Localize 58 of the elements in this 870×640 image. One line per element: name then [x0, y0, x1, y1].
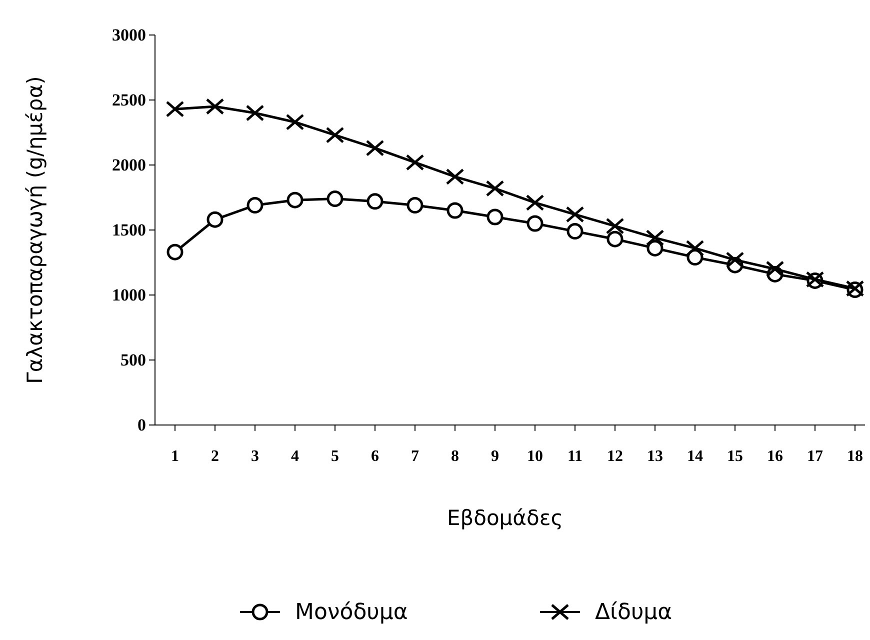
y-tick-label: 2000 [112, 155, 146, 174]
point [246, 104, 264, 122]
x-tick-label: 7 [411, 448, 419, 466]
x-tick-label: 3 [251, 448, 259, 466]
point [246, 197, 264, 214]
point [326, 126, 344, 144]
x-tick-label: 5 [331, 448, 339, 466]
point [206, 211, 224, 228]
point [606, 230, 624, 248]
y-tick-label: 3000 [112, 25, 146, 44]
y-tick-label: 0 [138, 415, 146, 434]
point [566, 206, 584, 223]
x-tick-label: 10 [527, 448, 543, 466]
y-tick-label: 500 [120, 350, 146, 370]
legend-label: Μονόδυμα [295, 600, 408, 625]
x-tick-label: 4 [291, 448, 299, 466]
y-tick-label: 1500 [112, 220, 146, 240]
x-tick-label: 6 [371, 448, 379, 466]
x-tick-label: 11 [567, 448, 583, 466]
point [726, 252, 744, 268]
point [766, 260, 784, 278]
x-tick-label: 18 [847, 448, 863, 466]
point [566, 223, 584, 240]
x-axis-title: Εβδομάδες [446, 506, 564, 530]
x-tick-label: 2 [211, 448, 219, 466]
x-tick-label: 17 [807, 448, 823, 466]
y-tick-label: 1000 [112, 285, 146, 304]
point [606, 218, 624, 234]
point [446, 168, 464, 185]
point [526, 194, 544, 211]
point [206, 98, 224, 115]
point [486, 208, 504, 226]
x-tick-label: 13 [647, 448, 663, 466]
point [686, 240, 704, 256]
point [326, 190, 344, 208]
point [486, 180, 504, 197]
x-tick-label: 14 [687, 448, 703, 466]
x-tick-label: 8 [451, 448, 459, 466]
point [446, 202, 464, 219]
point [166, 100, 184, 118]
point [406, 197, 424, 214]
x-tick-label: 16 [767, 448, 783, 466]
point [366, 193, 384, 210]
x-tick-label: 12 [607, 448, 623, 466]
point [406, 154, 424, 171]
x-tick-label: 9 [491, 448, 499, 466]
y-axis-title: Γαλακτοπαραγωγή (g/ημέρα) [23, 76, 47, 384]
legend-label: Δίδυμα [595, 600, 672, 625]
point [526, 215, 544, 232]
point [646, 240, 664, 256]
point [286, 192, 304, 208]
point [366, 140, 384, 156]
point [646, 230, 664, 246]
x-tick-label: 15 [727, 448, 743, 466]
point [286, 114, 304, 130]
y-tick-label: 2500 [112, 90, 146, 110]
point [166, 244, 184, 260]
x-tick-label: 1 [171, 448, 179, 466]
